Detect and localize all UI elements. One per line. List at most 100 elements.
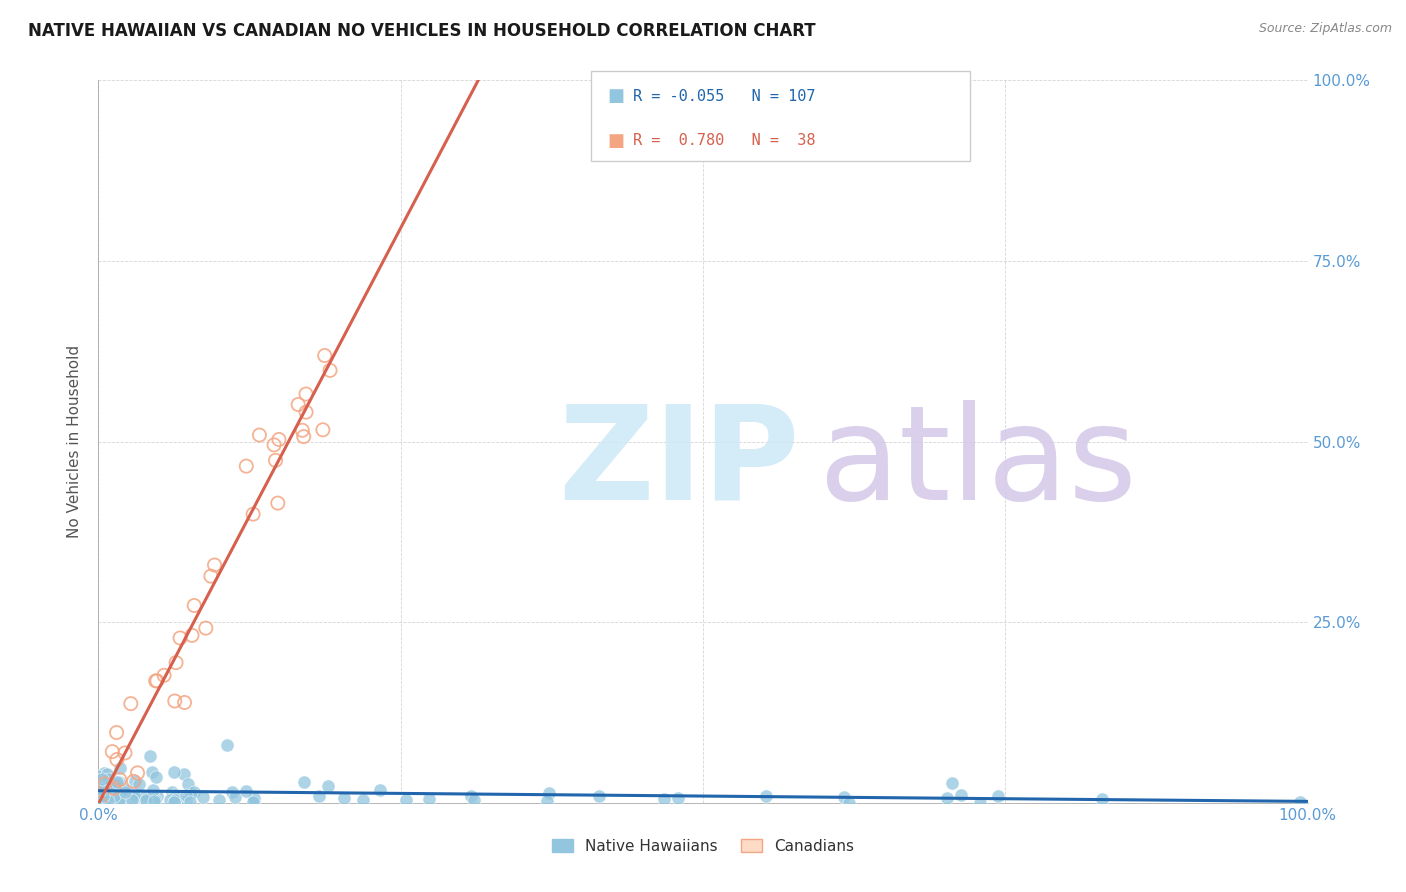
Point bbox=[163, 788, 186, 802]
Point bbox=[194, 621, 217, 635]
Point bbox=[87, 784, 110, 798]
Point bbox=[204, 558, 226, 572]
Point bbox=[94, 775, 117, 789]
Point bbox=[180, 786, 202, 800]
Point bbox=[146, 789, 169, 803]
Point bbox=[193, 789, 215, 804]
Point bbox=[755, 789, 778, 804]
Point bbox=[101, 794, 124, 808]
Point bbox=[91, 781, 114, 796]
Point bbox=[950, 789, 973, 803]
Point bbox=[652, 792, 675, 806]
Point bbox=[292, 774, 315, 789]
Point bbox=[89, 780, 111, 795]
Point bbox=[103, 789, 125, 803]
Point bbox=[160, 785, 183, 799]
Point bbox=[352, 793, 374, 807]
Point bbox=[145, 673, 167, 688]
Text: R = -0.055   N = 107: R = -0.055 N = 107 bbox=[633, 89, 815, 103]
Point bbox=[121, 793, 143, 807]
Point bbox=[103, 782, 125, 797]
Point bbox=[108, 794, 131, 808]
Point bbox=[90, 781, 112, 796]
Point bbox=[91, 772, 114, 786]
Point bbox=[832, 789, 855, 804]
Point bbox=[111, 787, 134, 801]
Legend: Native Hawaiians, Canadians: Native Hawaiians, Canadians bbox=[546, 833, 860, 860]
Point bbox=[89, 782, 111, 797]
Point bbox=[176, 794, 198, 808]
Point bbox=[153, 668, 176, 682]
Point bbox=[163, 765, 186, 780]
Point bbox=[114, 785, 136, 799]
Point bbox=[183, 599, 205, 613]
Point bbox=[319, 363, 342, 377]
Point bbox=[108, 772, 131, 787]
Point bbox=[96, 784, 118, 798]
Point bbox=[135, 793, 157, 807]
Point bbox=[93, 766, 115, 780]
Point bbox=[838, 796, 860, 810]
Point bbox=[969, 796, 991, 810]
Point bbox=[235, 784, 257, 798]
Point bbox=[165, 793, 187, 807]
Point bbox=[94, 777, 117, 791]
Point bbox=[295, 405, 318, 419]
Point bbox=[110, 795, 132, 809]
Point bbox=[145, 770, 167, 784]
Point bbox=[124, 774, 146, 789]
Point bbox=[101, 784, 124, 798]
Point bbox=[142, 794, 165, 808]
Point bbox=[87, 793, 110, 807]
Point bbox=[108, 775, 131, 789]
Point bbox=[181, 628, 204, 642]
Point bbox=[176, 788, 198, 802]
Point bbox=[122, 774, 145, 789]
Point bbox=[103, 790, 125, 805]
Point bbox=[134, 795, 156, 809]
Point bbox=[105, 777, 128, 791]
Point bbox=[243, 794, 266, 808]
Point bbox=[94, 787, 117, 801]
Point bbox=[1091, 791, 1114, 805]
Point bbox=[215, 739, 238, 753]
Point bbox=[536, 793, 558, 807]
Point bbox=[588, 789, 610, 803]
Point bbox=[103, 781, 125, 796]
Point bbox=[97, 772, 120, 786]
Point bbox=[308, 789, 330, 803]
Text: ZIP: ZIP bbox=[558, 400, 800, 526]
Point bbox=[105, 774, 128, 789]
Point bbox=[207, 793, 229, 807]
Point bbox=[314, 349, 336, 363]
Point bbox=[291, 423, 314, 437]
Text: atlas: atlas bbox=[818, 400, 1137, 526]
Point bbox=[139, 789, 162, 804]
Point bbox=[537, 786, 560, 800]
Point bbox=[104, 778, 127, 792]
Point bbox=[173, 696, 195, 710]
Point bbox=[91, 789, 114, 804]
Point bbox=[127, 765, 149, 780]
Point bbox=[112, 782, 135, 797]
Point bbox=[169, 631, 191, 645]
Text: Source: ZipAtlas.com: Source: ZipAtlas.com bbox=[1258, 22, 1392, 36]
Point bbox=[333, 791, 356, 805]
Point bbox=[249, 428, 271, 442]
Point bbox=[115, 782, 138, 797]
Point bbox=[97, 794, 120, 808]
Point bbox=[142, 782, 165, 797]
Point bbox=[93, 783, 115, 797]
Point bbox=[128, 777, 150, 791]
Point bbox=[101, 745, 124, 759]
Point bbox=[110, 761, 132, 775]
Point bbox=[235, 459, 257, 474]
Point bbox=[295, 387, 318, 401]
Point bbox=[159, 793, 181, 807]
Point bbox=[120, 791, 142, 805]
Point bbox=[224, 790, 246, 805]
Point bbox=[105, 725, 128, 739]
Point bbox=[941, 776, 963, 790]
Point bbox=[139, 749, 162, 764]
Point bbox=[666, 791, 689, 805]
